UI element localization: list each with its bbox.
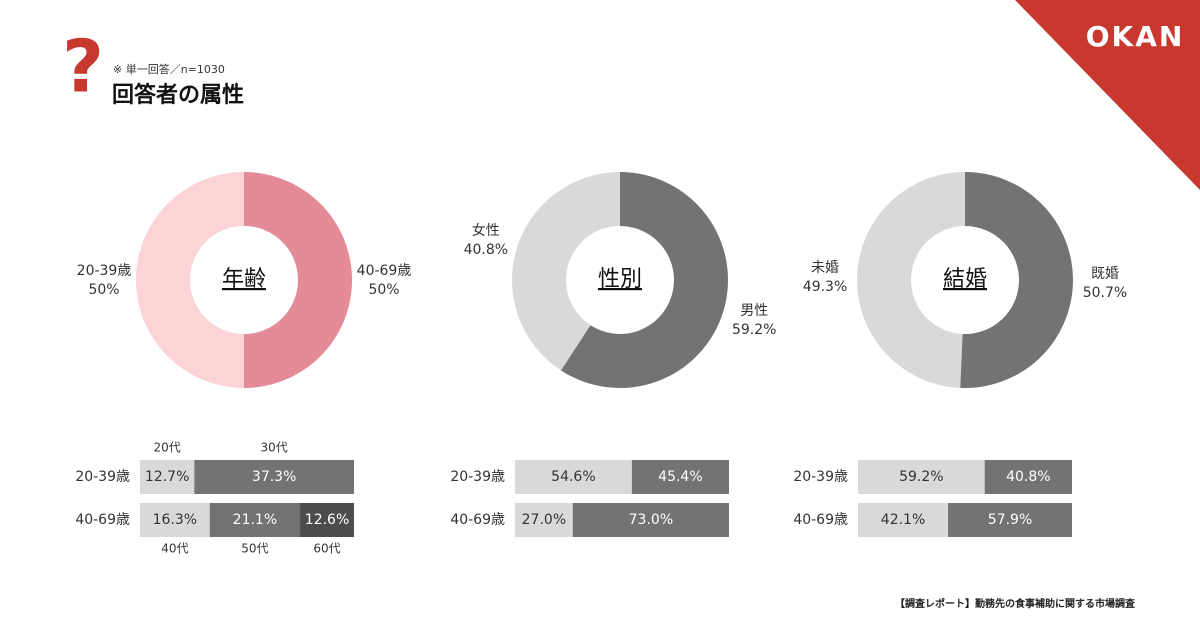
bar-segment (572, 503, 729, 537)
segment-value: 27.0% (522, 512, 566, 528)
segment-value: 57.9% (988, 512, 1032, 528)
segment-value: 21.1% (233, 512, 277, 528)
segment-value: 12.7% (145, 469, 189, 485)
bar-segment (140, 503, 210, 537)
slice-label: 男性 (740, 303, 768, 319)
segment-value: 54.6% (551, 469, 595, 485)
donut-slice (960, 172, 1073, 388)
donut-title: 性別 (598, 267, 642, 292)
segment-name: 50代 (241, 542, 268, 556)
corner-band (1015, 0, 1200, 190)
segment-value: 42.1% (881, 512, 925, 528)
bar-segment (858, 503, 949, 537)
bar-segment (515, 503, 573, 537)
donut-slice (512, 172, 620, 371)
bar-segment (858, 460, 985, 494)
row-label: 20-39歳 (75, 469, 130, 485)
segment-value: 37.3% (252, 469, 296, 485)
question-icon: ? (62, 25, 104, 109)
row-label: 40-69歳 (75, 512, 130, 528)
row-label: 40-69歳 (450, 512, 505, 528)
slice-label: 女性 (472, 222, 500, 239)
slice-value: 40.8% (464, 242, 508, 258)
donut-title: 結婚 (943, 267, 987, 292)
donut-slice (856, 172, 965, 388)
bar-segment (300, 503, 354, 537)
bar-segment (140, 460, 195, 494)
page-title: 回答者の属性 (112, 82, 244, 108)
slice-label: 既婚 (1091, 266, 1119, 282)
bar-segment (631, 460, 729, 494)
row-label: 40-69歳 (793, 512, 848, 528)
bar-segment (948, 503, 1072, 537)
bar-segment (515, 460, 632, 494)
row-label: 20-39歳 (793, 469, 848, 485)
segment-name: 40代 (161, 542, 188, 556)
slice-label: 20-39歳 (77, 263, 132, 279)
segment-name: 60代 (313, 542, 340, 556)
segment-name: 20代 (154, 441, 181, 455)
donut-slice (136, 172, 244, 388)
slice-label: 未婚 (811, 260, 839, 276)
slice-value: 50.7% (1083, 285, 1127, 301)
bar-segment (984, 460, 1072, 494)
slice-value: 50% (368, 282, 399, 298)
slice-value: 49.3% (803, 279, 847, 295)
note: ※ 単一回答／n=1030 (113, 62, 225, 76)
slice-value: 59.2% (732, 322, 776, 338)
segment-value: 59.2% (899, 469, 943, 485)
segment-value: 16.3% (153, 512, 197, 528)
donut-slice (560, 172, 729, 388)
donut-slice (244, 172, 352, 388)
bar-segment (194, 460, 354, 494)
segment-value: 73.0% (629, 512, 673, 528)
segment-name: 30代 (261, 441, 288, 455)
logo: OKAN (1086, 20, 1185, 53)
slice-value: 50% (88, 282, 119, 298)
bar-segment (209, 503, 301, 537)
segment-value: 12.6% (305, 512, 349, 528)
segment-value: 45.4% (658, 469, 702, 485)
donut-title: 年齢 (222, 267, 266, 292)
footer: 【調査レポート】勤務先の食事補助に関する市場調査 (895, 597, 1136, 610)
row-label: 20-39歳 (450, 469, 505, 485)
slice-label: 40-69歳 (357, 263, 412, 279)
segment-value: 40.8% (1006, 469, 1050, 485)
